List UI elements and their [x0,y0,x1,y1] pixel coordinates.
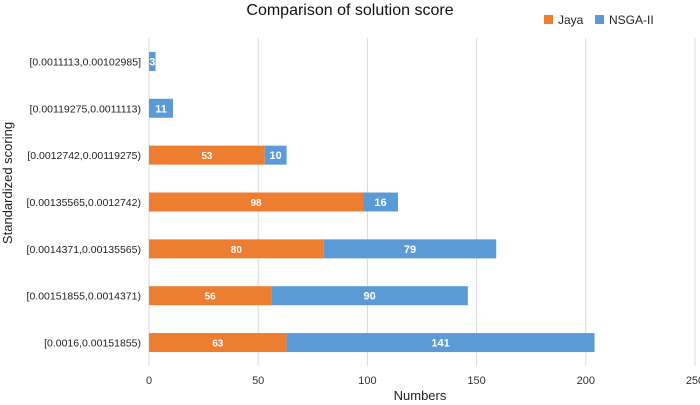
data-label-jaya: 63 [212,339,224,350]
category-label: [0.0012742,0.00119275) [27,150,141,162]
bar-jaya [149,192,364,212]
data-label-nsga-ii: 3 [149,56,155,68]
x-tick-label-0: 0 [146,375,152,387]
bar-nsga-ii [149,98,174,118]
x-tick-label-50: 50 [252,375,264,387]
x-tick-label-250: 250 [686,375,700,387]
category-label: [0.00135565,0.0012742) [27,197,141,209]
data-label-jaya: 98 [250,198,262,209]
data-label-nsga-ii: 16 [374,197,386,209]
legend: Jaya NSGA-II [544,13,654,27]
bar-nsga-ii [323,239,497,259]
data-label-jaya: 53 [201,151,213,162]
legend-swatch-jaya [544,15,553,24]
bar-jaya [149,286,272,306]
x-axis-title: Numbers [394,388,447,403]
category-label: [0.00119275,0.0011113) [30,103,141,115]
y-axis-title: Standardized scoring [0,122,15,244]
data-label-nsga-ii: 90 [363,291,375,303]
bar-jaya [149,333,287,353]
category-label: [0.00151855,0.0014371) [27,291,141,303]
bar-nsga-ii [363,192,398,212]
y-axis-category-labels: [0.0011113,0.00102985] [0.00119275,0.0011… [27,56,142,349]
bar-nsga-ii [264,145,287,165]
bar-nsga-ii [286,333,595,353]
x-axis-tick-labels: 0 50 100 150 200 250 [146,375,700,387]
bar-nsga-ii [149,51,156,71]
bars: 3 11 53 10 98 16 80 79 56 90 63 141 [149,51,595,353]
x-tick-label-150: 150 [467,375,485,387]
bar-nsga-ii [271,286,468,306]
legend-label-nsga-ii: NSGA-II [609,13,654,27]
data-label-jaya: 80 [231,245,243,256]
bar-jaya [149,239,324,259]
data-label-jaya: 56 [205,292,217,303]
data-label-nsga-ii: 10 [270,150,282,162]
data-label-nsga-ii: 79 [404,244,416,256]
data-label-nsga-ii: 141 [431,338,449,350]
category-label: [0.0016,0.00151855) [44,338,141,350]
x-tick-label-200: 200 [577,375,595,387]
category-label: [0.0011113,0.00102985] [29,56,141,68]
chart-title: Comparison of solution score [246,2,453,19]
bar-jaya [149,145,265,165]
data-label-nsga-ii: 11 [155,103,167,115]
legend-label-jaya: Jaya [558,13,584,27]
legend-swatch-nsga-ii [595,15,604,24]
category-label: [0.0014371,0.00135565) [27,244,141,256]
x-tick-label-100: 100 [358,375,376,387]
